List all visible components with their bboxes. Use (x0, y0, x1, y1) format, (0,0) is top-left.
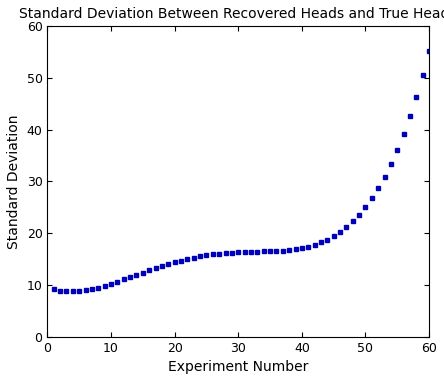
Y-axis label: Standard Deviation: Standard Deviation (7, 114, 21, 249)
X-axis label: Experiment Number: Experiment Number (168, 360, 309, 374)
Title: Standard Deviation Between Recovered Heads and True Heads: Standard Deviation Between Recovered Hea… (20, 7, 444, 21)
